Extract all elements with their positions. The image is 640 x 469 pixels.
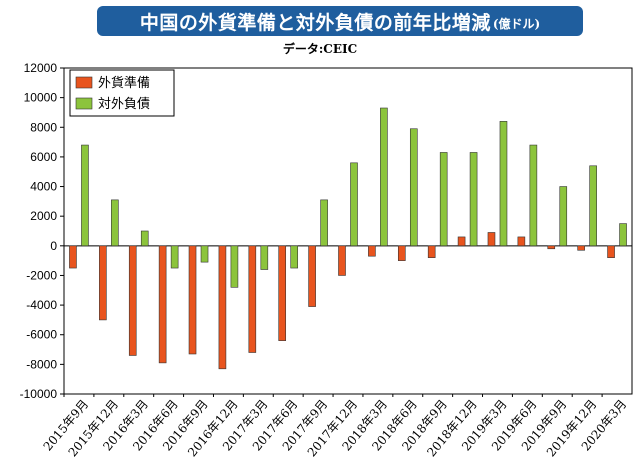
- bar-reserves: [607, 245, 615, 258]
- y-tick-label: 12000: [24, 61, 58, 75]
- bar-liabilities: [439, 152, 448, 247]
- bar-liabilities: [81, 144, 89, 247]
- bar-reserves: [128, 245, 137, 356]
- plot-frame: [63, 67, 633, 395]
- bar-liabilities: [111, 199, 119, 247]
- bar-liabilities: [350, 162, 358, 247]
- y-tick-label: -8000: [26, 357, 57, 371]
- bar-reserves: [99, 245, 107, 321]
- y-tick-label: -10000: [20, 387, 58, 401]
- bar-reserves: [517, 236, 526, 247]
- bar-reserves: [338, 245, 346, 276]
- y-tick-label: 0: [50, 239, 57, 253]
- chart-title: 中国の外貨準備と対外負債の前年比増減: [139, 11, 491, 34]
- bar-liabilities: [619, 223, 627, 247]
- bar-reserves: [278, 245, 287, 341]
- y-tick-label: -6000: [26, 328, 57, 342]
- bar-liabilities: [469, 152, 478, 247]
- bar-reserves: [158, 245, 167, 364]
- bar-reserves: [487, 232, 496, 247]
- bar-liabilities: [529, 144, 538, 247]
- data-source-label: データ:CEIC: [282, 42, 358, 56]
- bar-reserves: [69, 245, 77, 269]
- y-tick-label: -2000: [26, 268, 57, 282]
- bar-reserves: [577, 245, 585, 251]
- title-banner: 中国の外貨準備と対外負債の前年比増減 (億ドル): [97, 6, 583, 36]
- y-tick-label: -4000: [26, 298, 57, 312]
- legend-swatch: [75, 97, 93, 110]
- legend-label: 外貨準備: [98, 75, 150, 91]
- legend-swatch: [75, 76, 93, 89]
- y-tick-label: 6000: [30, 150, 57, 164]
- bar-reserves: [457, 236, 466, 247]
- bar-reserves: [188, 245, 197, 355]
- bar-liabilities: [230, 245, 239, 288]
- y-tick-label: 2000: [30, 209, 57, 223]
- bar-liabilities: [140, 230, 149, 247]
- bar-liabilities: [380, 107, 388, 247]
- bar-reserves: [397, 245, 406, 261]
- bar-liabilities: [170, 245, 179, 269]
- bar-liabilities: [260, 245, 269, 270]
- bar-liabilities: [499, 121, 508, 247]
- bar-reserves: [248, 245, 257, 353]
- bar-liabilities: [290, 245, 299, 269]
- bar-liabilities: [559, 186, 568, 247]
- bar-liabilities: [320, 199, 328, 247]
- y-tick-label: 4000: [30, 180, 57, 194]
- bar-reserves: [427, 245, 436, 258]
- y-tick-label: 10000: [24, 91, 58, 105]
- bar-reserves: [218, 245, 227, 370]
- legend-label: 対外負債: [98, 97, 150, 112]
- bar-reserves: [547, 245, 556, 250]
- chart-unit: (億ドル): [492, 16, 541, 31]
- bar-liabilities: [409, 128, 418, 247]
- bar-reserves: [308, 245, 316, 307]
- y-tick-label: 8000: [30, 120, 57, 134]
- bar-liabilities: [589, 165, 597, 247]
- bar-reserves: [368, 245, 376, 257]
- bar-liabilities: [200, 245, 209, 263]
